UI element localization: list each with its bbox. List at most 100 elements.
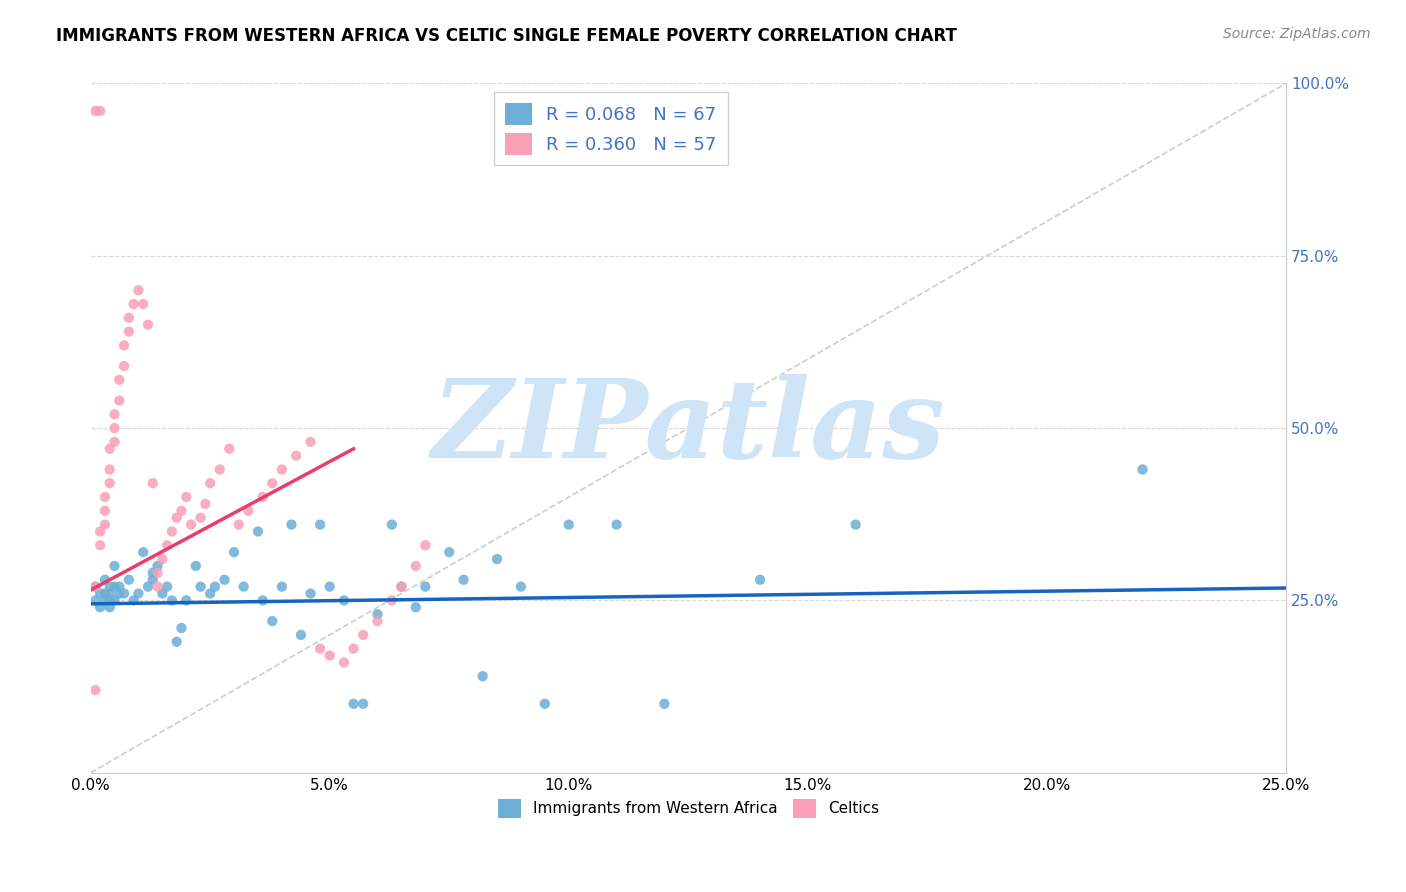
Text: ZIPatlas: ZIPatlas	[432, 375, 945, 482]
Point	[132, 297, 155, 311]
Point	[439, 545, 461, 559]
Point	[112, 359, 135, 373]
Point	[146, 580, 169, 594]
Point	[146, 566, 169, 580]
Point	[290, 628, 312, 642]
Point	[103, 407, 125, 421]
Point	[98, 462, 121, 476]
Point	[108, 393, 131, 408]
Point	[84, 580, 107, 594]
Point	[318, 580, 340, 594]
Point	[381, 593, 404, 607]
Point	[606, 517, 628, 532]
Point	[136, 318, 159, 332]
Point	[98, 586, 121, 600]
Point	[142, 476, 165, 491]
Point	[654, 697, 676, 711]
Point	[389, 580, 412, 594]
Point	[558, 517, 581, 532]
Point	[98, 442, 121, 456]
Point	[103, 434, 125, 449]
Text: Source: ZipAtlas.com: Source: ZipAtlas.com	[1223, 27, 1371, 41]
Point	[749, 573, 772, 587]
Point	[103, 593, 125, 607]
Point	[94, 586, 117, 600]
Point	[299, 434, 322, 449]
Point	[94, 593, 117, 607]
Point	[170, 621, 193, 635]
Point	[228, 517, 250, 532]
Point	[342, 697, 364, 711]
Point	[122, 297, 145, 311]
Point	[270, 580, 292, 594]
Point	[389, 580, 412, 594]
Point	[98, 580, 121, 594]
Point	[180, 517, 202, 532]
Point	[471, 669, 494, 683]
Point	[190, 510, 212, 524]
Point	[108, 586, 131, 600]
Point	[198, 476, 221, 491]
Point	[366, 614, 388, 628]
Point	[89, 600, 111, 615]
Text: IMMIGRANTS FROM WESTERN AFRICA VS CELTIC SINGLE FEMALE POVERTY CORRELATION CHART: IMMIGRANTS FROM WESTERN AFRICA VS CELTIC…	[56, 27, 957, 45]
Point	[342, 641, 364, 656]
Point	[136, 580, 159, 594]
Point	[486, 552, 509, 566]
Point	[142, 573, 165, 587]
Point	[166, 510, 188, 524]
Point	[318, 648, 340, 663]
Point	[84, 580, 107, 594]
Point	[112, 586, 135, 600]
Legend: Immigrants from Western Africa, Celtics: Immigrants from Western Africa, Celtics	[492, 793, 884, 823]
Point	[142, 566, 165, 580]
Point	[89, 586, 111, 600]
Point	[146, 558, 169, 573]
Point	[122, 593, 145, 607]
Point	[103, 421, 125, 435]
Point	[118, 310, 141, 325]
Point	[94, 517, 117, 532]
Point	[98, 593, 121, 607]
Point	[1132, 462, 1154, 476]
Point	[232, 580, 254, 594]
Point	[118, 573, 141, 587]
Point	[845, 517, 868, 532]
Point	[94, 573, 117, 587]
Point	[118, 325, 141, 339]
Point	[174, 593, 197, 607]
Point	[160, 524, 183, 539]
Point	[252, 593, 274, 607]
Point	[112, 338, 135, 352]
Point	[94, 504, 117, 518]
Point	[218, 442, 240, 456]
Point	[194, 497, 217, 511]
Point	[94, 490, 117, 504]
Point	[160, 593, 183, 607]
Point	[108, 580, 131, 594]
Point	[170, 504, 193, 518]
Point	[84, 683, 107, 698]
Point	[381, 517, 404, 532]
Point	[405, 558, 427, 573]
Point	[413, 580, 436, 594]
Point	[103, 580, 125, 594]
Point	[214, 573, 236, 587]
Point	[89, 524, 111, 539]
Point	[453, 573, 475, 587]
Point	[108, 373, 131, 387]
Point	[534, 697, 557, 711]
Point	[309, 517, 332, 532]
Point	[285, 449, 308, 463]
Point	[132, 545, 155, 559]
Point	[352, 628, 374, 642]
Point	[309, 641, 332, 656]
Point	[166, 634, 188, 648]
Point	[262, 614, 284, 628]
Point	[333, 593, 356, 607]
Point	[204, 580, 226, 594]
Point	[413, 538, 436, 552]
Point	[156, 580, 179, 594]
Point	[405, 600, 427, 615]
Point	[252, 490, 274, 504]
